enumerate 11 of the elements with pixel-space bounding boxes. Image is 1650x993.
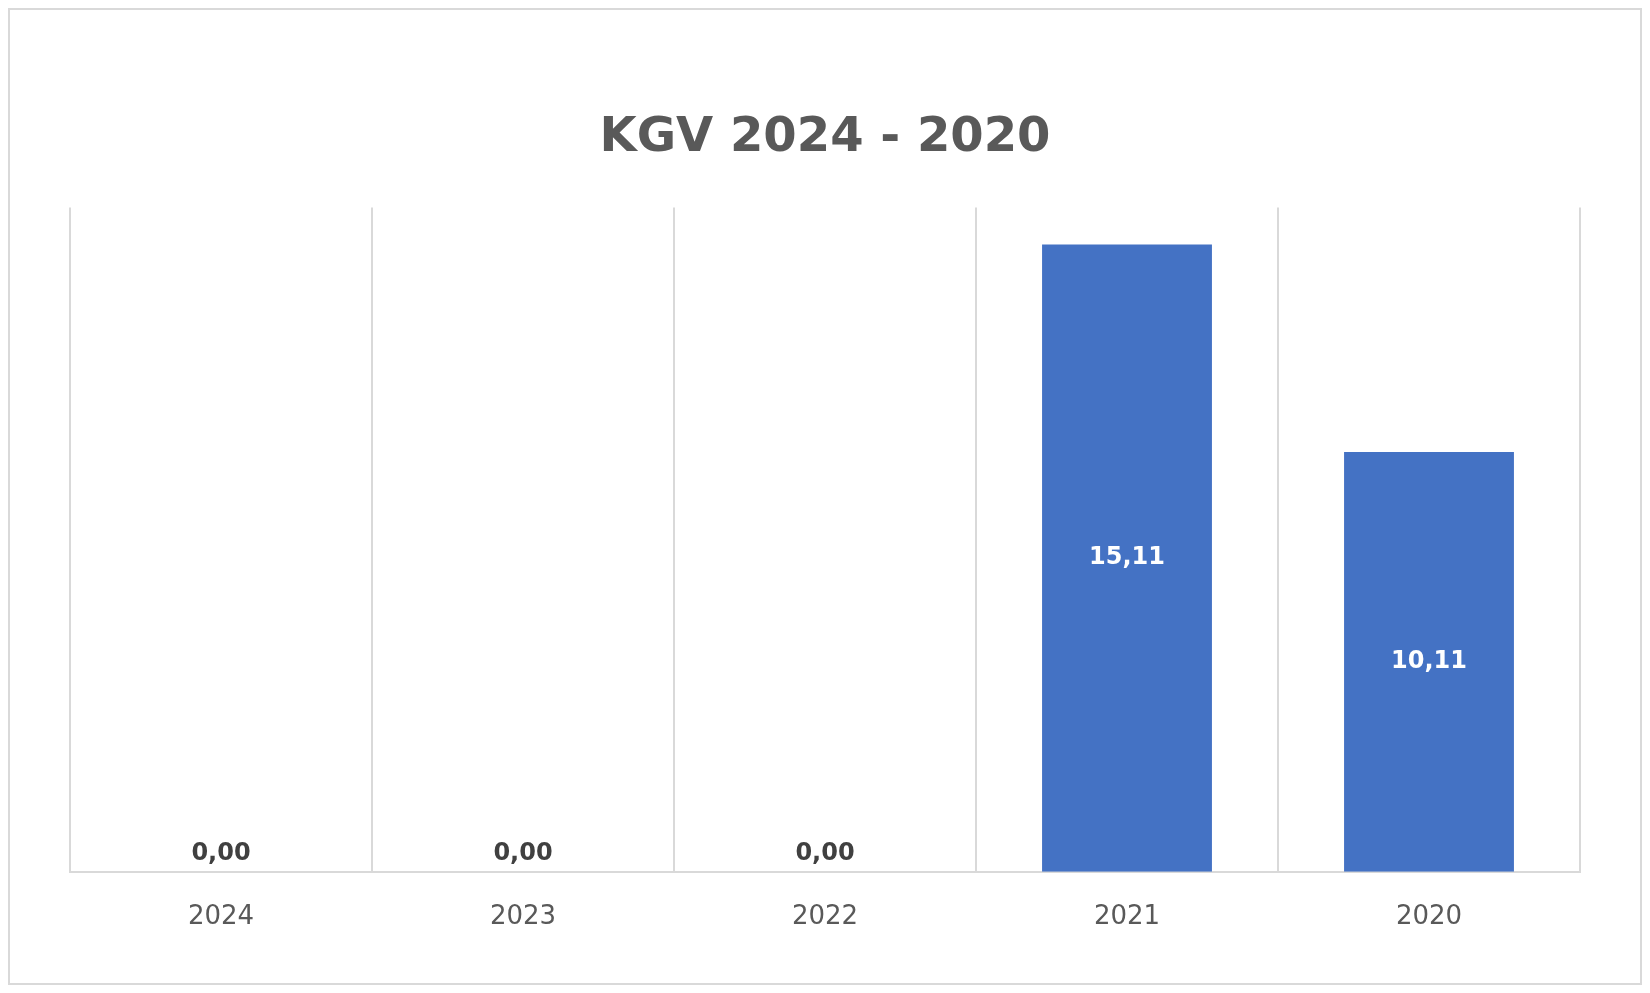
data-label: 0,00 — [795, 838, 855, 867]
x-tick-label: 2021 — [1093, 900, 1161, 931]
x-tick-label: 2022 — [791, 900, 859, 931]
x-tick-label: 2020 — [1395, 900, 1463, 931]
x-tick-label: 2024 — [187, 900, 255, 931]
data-label: 0,00 — [493, 838, 553, 867]
data-label: 15,11 — [1089, 542, 1165, 571]
x-tick-label: 2023 — [489, 900, 557, 931]
chart-title: KGV 2024 - 2020 — [599, 106, 1051, 163]
data-label: 10,11 — [1391, 646, 1467, 675]
data-label: 0,00 — [191, 838, 251, 867]
